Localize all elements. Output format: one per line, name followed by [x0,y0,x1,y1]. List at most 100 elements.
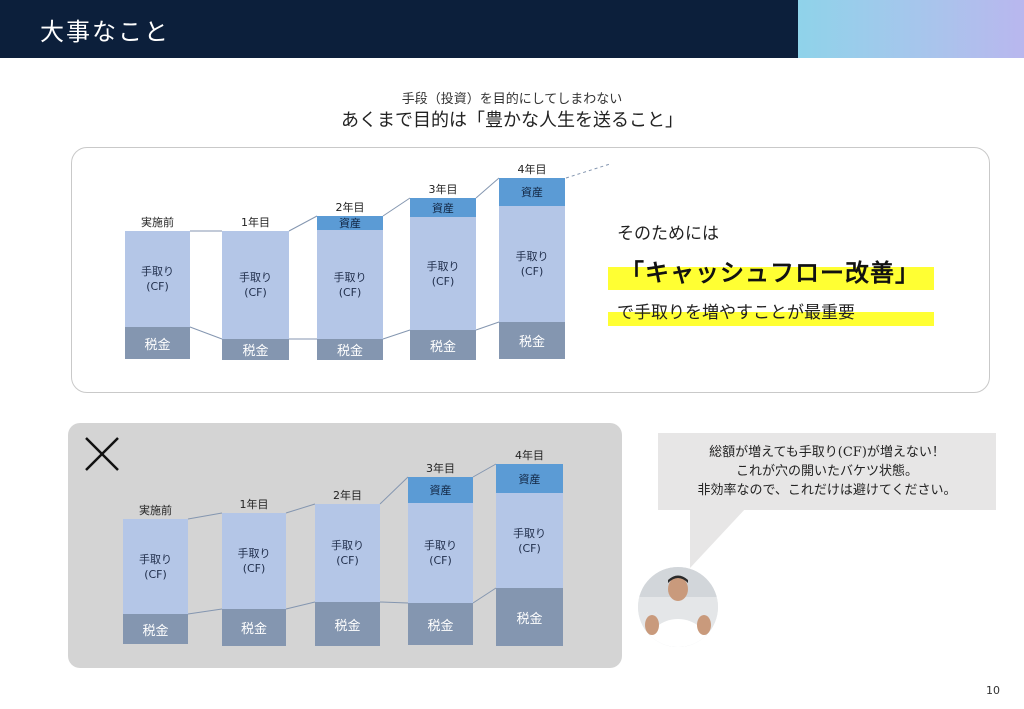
bar-column: 手取り (CF) 税金 2年目 [315,489,380,646]
presenter-avatar [638,567,718,647]
bar-column: 資産 手取り (CF) 税金 4年目 [496,449,563,646]
cashflow-segment: 手取り (CF) [410,217,476,330]
bar-column: 資産手取り (CF) 税金 3年目 [408,462,473,645]
tax-connector-line [475,321,500,331]
callout-tail [690,508,746,568]
cashflow-label: (CF) [244,286,267,299]
cashflow-label: 手取り [141,265,174,278]
tax-segment: 税金 [125,327,190,359]
tax-segment: 税金 [222,609,286,646]
cashflow-label: 手取り [513,526,546,540]
cross-icon [85,437,119,471]
asset-segment: 資産 [408,477,473,503]
cashflow-label: 手取り [515,250,549,263]
header-gradient-accent [798,0,1024,58]
bar-column: 手取り (CF) 税金 1年目 [222,498,286,646]
cashflow-label: 手取り [239,271,272,284]
cashflow-segment: 手取り (CF) [408,503,473,603]
highlight-marker-2 [608,312,934,326]
highlight-marker-1 [608,267,934,290]
cashflow-label: (CF) [431,274,455,288]
bar-period-label: 4年目 [517,163,547,176]
cashflow-label: 手取り [424,539,457,552]
tax-connector-line [189,326,223,340]
tax-connector-line [187,608,223,615]
cashflow-label: (CF) [338,285,362,299]
bar-period-label: 2年目 [335,201,365,214]
tax-connector-line [382,329,411,340]
callout-line: 非効率なので、これだけは避けてください。 [697,483,957,498]
bar-period-label: 3年目 [428,183,458,196]
tax-segment: 税金 [408,603,473,645]
asset-segment: 資産 [499,178,565,206]
asset-segment: 資産 [317,216,383,230]
tax-connector-line [379,601,409,604]
callout-line: これが穴の開いたバケツ状態。 [735,464,918,479]
top-connector-line [379,476,409,505]
message-line-3: で手取りを増やすことが最重要 [617,303,855,323]
subtitle-small: 手段（投資）を目的にしてしまわない [401,92,623,107]
trend-dashed-line [565,163,611,179]
top-connector-line [285,503,316,514]
cashflow-label: (CF) [146,280,169,293]
tax-segment: 税金 [317,339,383,360]
cashflow-segment: 手取り (CF) [123,519,188,614]
cashflow-segment: 手取り (CF) [222,513,286,609]
bar-period-label: 4年目 [515,449,544,462]
bar-period-label: 実施前 [139,504,172,517]
warning-callout: 総額が増えても手取り(CF)が増えない！ これが穴の開いたバケツ状態。 非効率な… [658,433,996,510]
bar-column: 資産 手取り (CF) 税金 2年目 [317,201,383,360]
callout-text: 総額が増えても手取り(CF)が増えない！ これが穴の開いたバケツ状態。 非効率な… [658,443,996,500]
bar-period-label: 3年目 [426,462,455,475]
header-bar: 大事なこと [0,0,1024,58]
top-connector-line [288,215,318,232]
page-number: 10 [986,684,1000,697]
message-line-1: そのためには [617,224,719,244]
tax-segment: 税金 [499,322,565,359]
presenter-photo [638,567,718,647]
tax-segment: 税金 [123,614,188,644]
cashflow-label: 手取り [139,552,172,566]
tax-connector-line [472,587,497,604]
cashflow-label: (CF) [242,562,266,575]
bar-period-label: 1年目 [239,498,269,511]
cashflow-segment: 手取り (CF) [496,493,563,588]
page-title: 大事なこと [40,18,170,46]
bar-column: 手取り (CF) 税金 実施前 [123,504,188,644]
cashflow-segment: 手取り (CF) [125,231,190,327]
asset-segment: 資産 [410,198,476,217]
cashflow-segment: 手取り (CF) [317,230,383,339]
callout-line: 総額が増えても手取り(CF)が増えない！ [709,445,945,460]
cashflow-segment: 手取り (CF) [315,504,380,602]
bar-period-label: 1年目 [241,216,270,229]
message-line-2: 「キャッシュフロー改善」 [620,258,920,287]
cashflow-label: (CF) [144,567,167,581]
bar-column: 資産 手取り (CF) 税金 3年目 [410,183,476,360]
bar-column: 手取り (CF) 税金 実施前 [125,216,190,359]
cashflow-label: (CF) [429,554,452,567]
cashflow-segment: 手取り (CF) [222,231,289,339]
asset-segment: 資産 [496,464,563,493]
cashflow-segment: 手取り (CF) [499,206,565,322]
bar-period-label: 実施前 [141,216,174,229]
top-connector-line [472,463,497,478]
cashflow-label: 手取り [237,547,271,560]
tax-segment: 税金 [315,602,380,646]
bar-column: 資産手取り (CF) 税金 4年目 [499,163,565,359]
bar-period-label: 2年目 [333,489,362,502]
top-connector-line [475,177,500,199]
cashflow-label: (CF) [336,554,359,567]
cashflow-label: (CF) [520,265,544,278]
cashflow-label: 手取り [333,270,367,284]
cashflow-label: 手取り [426,259,460,273]
top-connector-line [187,512,223,520]
top-connector-line [382,197,411,217]
cashflow-label: 手取り [331,539,364,552]
tax-segment: 税金 [496,588,563,646]
cashflow-label: (CF) [518,541,541,555]
tax-connector-line [285,601,316,610]
subtitle-main: あくまで目的は「豊かな人生を送ること」 [341,110,683,131]
bar-column: 手取り (CF) 税金 1年目 [222,216,289,360]
